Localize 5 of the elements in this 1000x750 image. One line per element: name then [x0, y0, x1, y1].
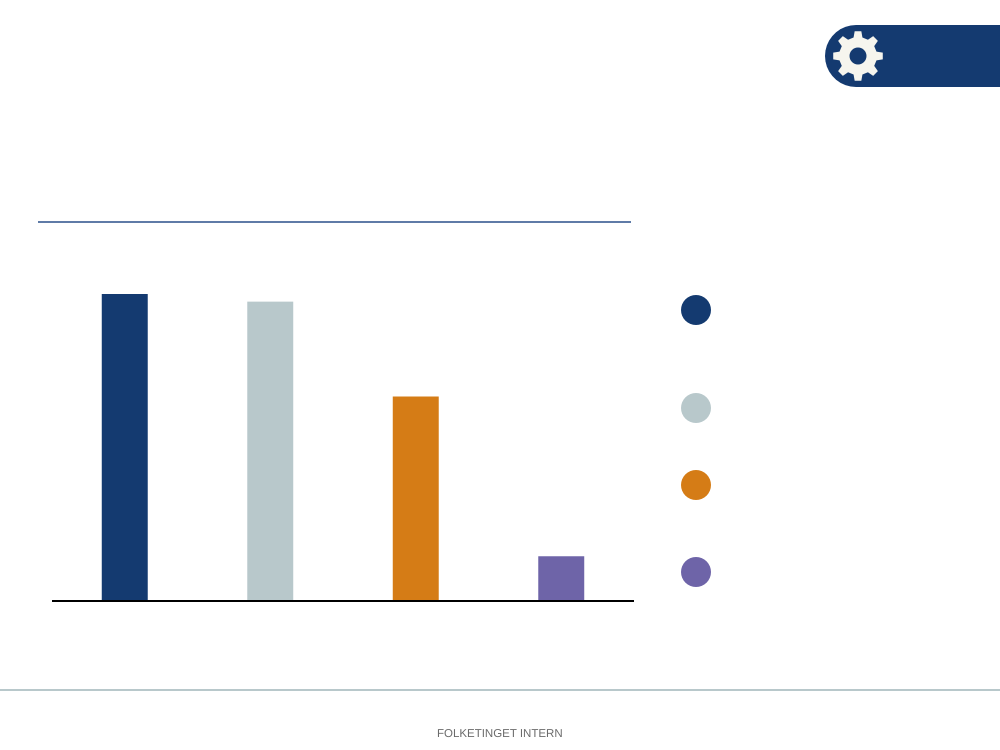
bar: [102, 294, 148, 600]
bar: [247, 302, 294, 600]
bar: [538, 556, 584, 600]
text: FOLKETINGET INTERN: [437, 728, 563, 740]
bar: [392, 396, 439, 600]
